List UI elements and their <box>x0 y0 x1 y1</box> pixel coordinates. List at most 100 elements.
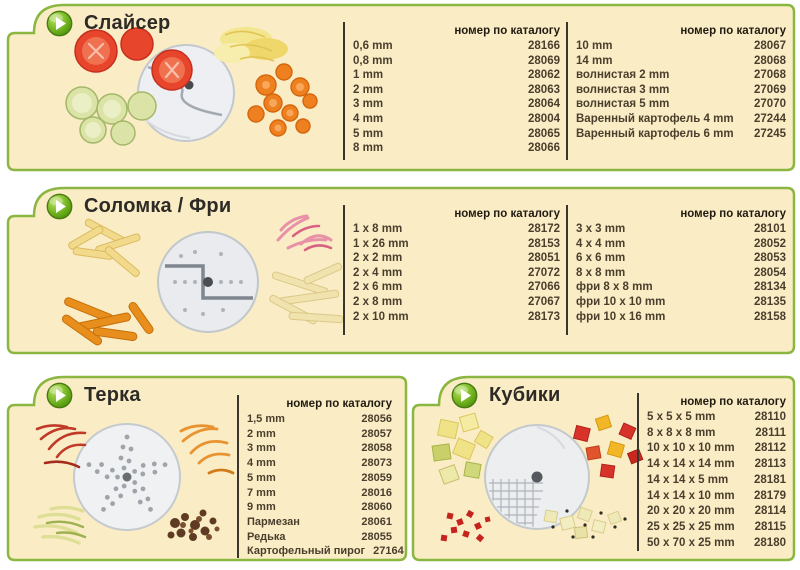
size-label: 14 x 14 x 14 mm <box>647 458 735 471</box>
size-label: 2 x 6 mm <box>353 281 403 294</box>
catalog-row: Варенный картофель 6 mm 27245 <box>568 127 792 142</box>
size-label: Варенный картофель 6 mm <box>576 127 734 140</box>
catalog-number: 28060 <box>361 501 392 514</box>
catalog-table-header: номер по каталогу <box>680 208 786 220</box>
catalog-number: 27066 <box>528 281 560 294</box>
catalog-row: волнистая 3 mm 27069 <box>568 83 792 98</box>
catalog-row: фри 10 x 16 mm 28158 <box>568 310 792 325</box>
size-label: волнистая 2 mm <box>576 69 670 82</box>
panel-title: Кубики <box>489 384 561 406</box>
play-icon <box>451 382 478 409</box>
size-label: волнистая 3 mm <box>576 83 670 96</box>
catalog-row: Картофельный пирог 27164 <box>239 544 404 559</box>
catalog-number: 28179 <box>754 489 786 502</box>
catalog-number: 28158 <box>754 310 786 323</box>
catalog-row: 50 x 70 x 25 mm 28180 <box>639 536 791 552</box>
catalog-row: 5 mm 28059 <box>239 471 402 486</box>
catalog-row: 7 mm 28016 <box>239 486 402 501</box>
size-label: 4 mm <box>353 112 384 125</box>
grater-illustration <box>33 423 235 545</box>
catalog-number: 28180 <box>754 536 786 549</box>
catalog-row: 0,8 mm 28069 <box>345 54 566 69</box>
size-label: Варенный картофель 4 mm <box>576 112 734 125</box>
size-label: 8 mm <box>353 142 384 155</box>
catalog-row: 8 mm 28066 <box>345 141 566 156</box>
catalog-table: номер по каталогу 0,6 mm 28166 0,8 mm 28069… <box>343 22 566 160</box>
size-label: 14 x 14 x 5 mm <box>647 473 729 486</box>
size-label: 6 x 6 mm <box>576 252 626 265</box>
catalog-row: 3 mm 28058 <box>239 441 402 456</box>
catalog-row: 4 mm 28073 <box>239 456 402 471</box>
catalog-number: 28113 <box>754 458 786 471</box>
size-label: Редька <box>247 530 286 543</box>
catalog-number: 28073 <box>361 457 392 470</box>
catalog-table-header: номер по каталогу <box>454 25 560 37</box>
play-icon <box>46 193 73 220</box>
catalog-row: 1 x 26 mm 28153 <box>345 237 566 252</box>
catalog-number: 28134 <box>754 281 786 294</box>
catalog-row: фри 10 x 10 mm 28135 <box>568 295 792 310</box>
size-label: 9 mm <box>247 501 276 514</box>
catalog-number: 28068 <box>754 54 786 67</box>
size-label: 1 mm <box>353 69 384 82</box>
panel-title: Соломка / Фри <box>84 195 232 217</box>
dicer-illustration <box>431 412 644 543</box>
catalog-row: 5 mm 28065 <box>345 127 566 142</box>
catalog-number: 27068 <box>754 69 786 82</box>
slicer-illustration <box>65 27 318 146</box>
panel-slicer: Слайсер <box>6 3 796 172</box>
catalog-number: 28135 <box>754 295 786 308</box>
catalog-row: волнистая 2 mm 27068 <box>568 68 792 83</box>
size-label: 5 x 5 x 5 mm <box>647 411 716 423</box>
panel-title: Терка <box>84 384 141 406</box>
catalog-number: 28110 <box>754 411 786 423</box>
catalog-number: 28054 <box>754 266 786 279</box>
catalog-row: 2 x 10 mm 28173 <box>345 310 566 325</box>
size-label: 8 x 8 x 8 mm <box>647 426 716 439</box>
size-label: 14 x 14 x 10 mm <box>647 489 735 502</box>
catalog-row: 2 mm 28063 <box>345 83 566 98</box>
catalog-table-header: номер по каталогу <box>680 396 786 408</box>
size-label: 3 x 3 mm <box>576 223 626 235</box>
catalog-number: 28052 <box>754 237 786 250</box>
catalog-number: 28016 <box>361 486 392 499</box>
catalog-number: 28061 <box>361 515 392 528</box>
catalog-number: 28173 <box>528 310 560 323</box>
catalog-number: 28069 <box>528 54 560 67</box>
catalog-number: 28064 <box>528 98 560 111</box>
size-label: Картофельный пирог <box>247 545 366 558</box>
catalog-row: 1 x 8 mm 28172 <box>345 222 566 237</box>
catalog-number: 28062 <box>528 69 560 82</box>
catalog-row: волнистая 5 mm 27070 <box>568 97 792 112</box>
size-label: 0,6 mm <box>353 40 393 52</box>
size-label: фри 10 x 10 mm <box>576 295 666 308</box>
catalog-row: Пармезан 28061 <box>239 515 402 530</box>
catalog-number: 28181 <box>754 473 786 486</box>
play-icon <box>46 10 73 37</box>
catalog-row: фри 8 x 8 mm 28134 <box>568 280 792 295</box>
size-label: 8 x 8 mm <box>576 266 626 279</box>
size-label: 1,5 mm <box>247 413 285 425</box>
catalog-row: 1 mm 28062 <box>345 68 566 83</box>
catalog-number: 28114 <box>754 505 786 518</box>
catalog-row: 10 mm 28067 <box>568 39 792 54</box>
catalog-number: 28053 <box>754 252 786 265</box>
catalog-row: 1,5 mm 28056 <box>239 412 402 427</box>
size-label: 4 x 4 mm <box>576 237 626 250</box>
size-label: 7 mm <box>247 486 276 499</box>
size-label: 25 x 25 x 25 mm <box>647 520 735 533</box>
size-label: 0,8 mm <box>353 54 393 67</box>
catalog-table: номер по каталогу 1 x 8 mm 28172 1 x 26 mm… <box>343 205 566 335</box>
size-label: фри 8 x 8 mm <box>576 281 653 294</box>
catalog-row: Редька 28055 <box>239 530 402 545</box>
catalog-row: 2 x 8 mm 27067 <box>345 295 566 310</box>
catalog-number: 27244 <box>754 112 786 125</box>
catalog-row: 9 mm 28060 <box>239 500 402 515</box>
size-label: 1 x 26 mm <box>353 237 409 250</box>
catalog-row: 5 x 5 x 5 mm 28110 <box>639 410 791 426</box>
size-label: 3 mm <box>247 442 276 455</box>
catalog-number: 28004 <box>528 112 560 125</box>
catalog-number: 28067 <box>754 40 786 52</box>
size-label: 50 x 70 x 25 mm <box>647 536 735 549</box>
